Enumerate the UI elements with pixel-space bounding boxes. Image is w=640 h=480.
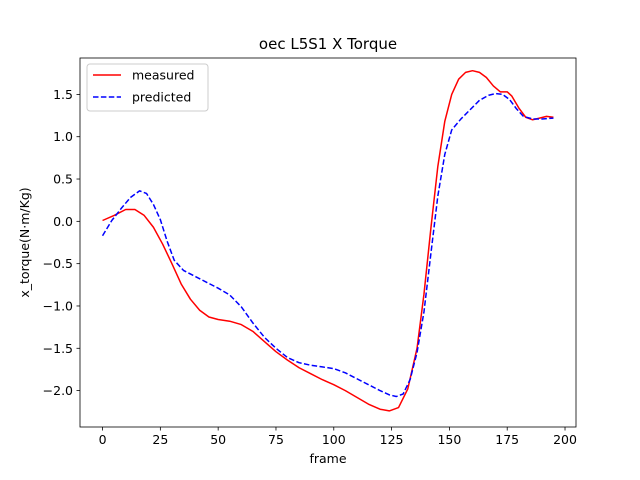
x-axis-ticks: 0 25 50 75 100 125 150 175 200	[99, 427, 577, 447]
x-tick-label: 25	[152, 432, 168, 447]
y-tick-label: 1.5	[53, 87, 73, 102]
y-tick-label: −1.0	[43, 298, 73, 313]
legend: measured predicted	[86, 63, 209, 112]
legend-label-predicted: predicted	[132, 90, 191, 105]
plot-area	[101, 69, 554, 412]
y-axis-label: x_torque(N·m/Kg)	[17, 187, 32, 297]
y-tick-label: 1.0	[53, 129, 73, 144]
x-tick-label: 50	[210, 432, 226, 447]
y-axis-ticks: −2.0 −1.5 −1.0 −0.5 0.0 0.5 1.0 1.5	[43, 87, 80, 398]
y-tick-label: 0.0	[53, 214, 73, 229]
x-tick-label: 125	[380, 432, 404, 447]
x-tick-label: 175	[495, 432, 519, 447]
x-tick-label: 75	[268, 432, 284, 447]
series-line-measured	[102, 69, 554, 412]
x-tick-label: 0	[99, 432, 107, 447]
chart-title: oec L5S1 X Torque	[259, 35, 397, 53]
y-tick-label: −2.0	[43, 383, 73, 398]
y-tick-label: 0.5	[53, 172, 73, 187]
x-tick-label: 200	[553, 432, 577, 447]
x-tick-label: 100	[322, 432, 346, 447]
series-line-predicted	[101, 92, 554, 398]
x-axis-label: frame	[309, 451, 346, 466]
y-tick-label: −1.5	[43, 341, 73, 356]
axes-frame	[79, 57, 577, 428]
x-tick-label: 150	[437, 432, 461, 447]
legend-label-measured: measured	[132, 68, 194, 83]
y-tick-label: −0.5	[43, 256, 73, 271]
